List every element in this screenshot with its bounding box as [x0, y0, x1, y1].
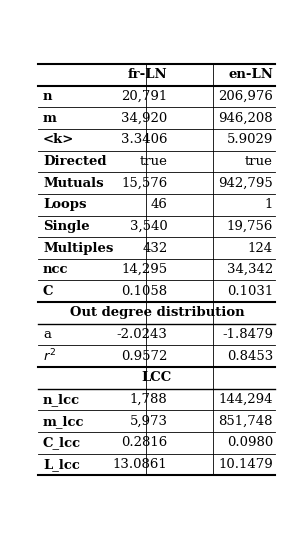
Text: -1.8479: -1.8479	[222, 328, 273, 341]
Text: Mutuals: Mutuals	[43, 177, 104, 190]
Text: n_lcc: n_lcc	[43, 393, 80, 406]
Text: ncc: ncc	[43, 263, 69, 276]
Text: C_lcc: C_lcc	[43, 436, 81, 449]
Text: Directed: Directed	[43, 155, 106, 168]
Text: true: true	[245, 155, 273, 168]
Text: 20,791: 20,791	[121, 90, 167, 103]
Text: Out degree distribution: Out degree distribution	[69, 307, 244, 319]
Text: $r^2$: $r^2$	[43, 348, 56, 365]
Text: 14,295: 14,295	[121, 263, 167, 276]
Text: m_lcc: m_lcc	[43, 415, 84, 428]
Text: 34,920: 34,920	[121, 112, 167, 124]
Text: en-LN: en-LN	[228, 68, 273, 81]
Text: 34,342: 34,342	[227, 263, 273, 276]
Text: 144,294: 144,294	[218, 393, 273, 406]
Text: Loops: Loops	[43, 198, 87, 211]
Text: L_lcc: L_lcc	[43, 458, 80, 471]
Text: Multiples: Multiples	[43, 241, 113, 255]
Text: 206,976: 206,976	[218, 90, 273, 103]
Text: 0.0980: 0.0980	[227, 436, 273, 449]
Text: 3.3406: 3.3406	[121, 134, 167, 146]
Text: n: n	[43, 90, 53, 103]
Text: 5.9029: 5.9029	[227, 134, 273, 146]
Text: 0.8453: 0.8453	[227, 350, 273, 363]
Text: -2.0243: -2.0243	[117, 328, 167, 341]
Text: 1,788: 1,788	[130, 393, 167, 406]
Text: 3,540: 3,540	[130, 220, 167, 233]
Text: 942,795: 942,795	[218, 177, 273, 190]
Text: 851,748: 851,748	[218, 415, 273, 428]
Text: fr-LN: fr-LN	[128, 68, 167, 81]
Text: 19,756: 19,756	[227, 220, 273, 233]
Text: true: true	[140, 155, 167, 168]
Text: 124: 124	[248, 241, 273, 255]
Text: 0.9572: 0.9572	[121, 350, 167, 363]
Text: 1: 1	[265, 198, 273, 211]
Text: 0.1058: 0.1058	[121, 285, 167, 298]
Text: a: a	[43, 328, 51, 341]
Text: C: C	[43, 285, 54, 298]
Text: 432: 432	[142, 241, 167, 255]
Text: <k>: <k>	[43, 134, 74, 146]
Text: m: m	[43, 112, 57, 124]
Text: 46: 46	[151, 198, 167, 211]
Text: 15,576: 15,576	[121, 177, 167, 190]
Text: 946,208: 946,208	[218, 112, 273, 124]
Text: 13.0861: 13.0861	[113, 458, 167, 471]
Text: 10.1479: 10.1479	[218, 458, 273, 471]
Text: LCC: LCC	[142, 371, 172, 384]
Text: 0.1031: 0.1031	[227, 285, 273, 298]
Text: 0.2816: 0.2816	[121, 436, 167, 449]
Text: 5,973: 5,973	[129, 415, 167, 428]
Text: Single: Single	[43, 220, 90, 233]
